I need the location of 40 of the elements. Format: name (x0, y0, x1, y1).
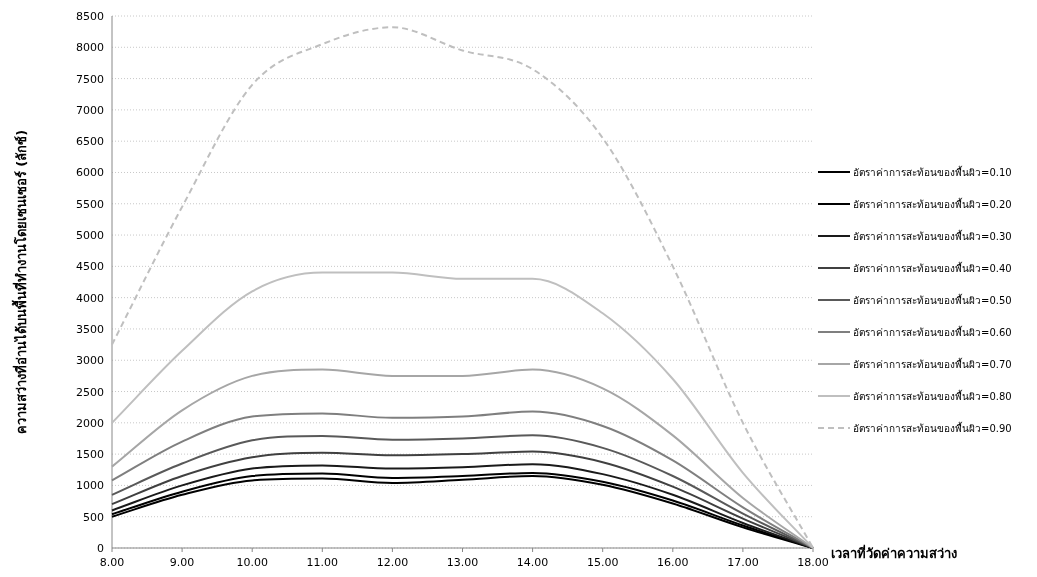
legend-label: อัตราค่าการสะท้อนของพื้นผิว=0.90 (853, 421, 1012, 434)
y-tick-label: 0 (97, 542, 104, 555)
x-tick-label: 13.00 (446, 556, 479, 569)
y-tick-label: 8500 (76, 10, 104, 23)
x-tick-label: 18.00 (797, 556, 829, 569)
y-axis-title: ความสว่างที่อ่านได้บนพื้นที่ทำงานโดยเซนเซอร์ (ลักซ์) (11, 129, 29, 435)
x-tick-label: 15.00 (586, 556, 619, 569)
legend-label: อัตราค่าการสะท้อนของพื้นผิว=0.20 (853, 197, 1012, 210)
legend-label: อัตราค่าการสะท้อนของพื้นผิว=0.40 (853, 261, 1012, 274)
y-tick-label: 500 (83, 510, 104, 524)
y-tick-label: 3500 (76, 322, 104, 336)
x-tick-label: 10.00 (236, 556, 268, 569)
y-tick-label: 4000 (76, 291, 104, 305)
x-axis-title: เวลาที่วัดค่าความสว่าง (831, 544, 957, 561)
x-tick-label: 12.00 (376, 556, 409, 569)
x-tick-label: 8.00 (99, 556, 125, 569)
y-tick-label: 5500 (76, 197, 104, 211)
legend-label: อัตราค่าการสะท้อนของพื้นผิว=0.60 (853, 325, 1012, 338)
legend-label: อัตราค่าการสะท้อนของพื้นผิว=0.30 (853, 229, 1012, 242)
y-tick-label: 3000 (76, 354, 104, 368)
y-tick-label: 1500 (76, 448, 104, 462)
y-tick-label: 6500 (76, 135, 104, 149)
x-tick-label: 17.00 (727, 556, 759, 569)
y-tick-label: 2000 (76, 416, 104, 430)
y-tick-label: 7000 (76, 103, 104, 117)
y-tick-label: 7500 (76, 72, 104, 86)
y-tick-label: 2500 (76, 385, 104, 399)
legend-label: อัตราค่าการสะท้อนของพื้นผิว=0.10 (853, 165, 1012, 178)
x-tick-label: 9.00 (169, 556, 195, 569)
x-tick-label: 16.00 (657, 556, 689, 569)
y-tick-label: 4500 (76, 260, 104, 274)
y-tick-label: 5000 (76, 229, 104, 243)
y-tick-label: 8000 (76, 41, 104, 55)
y-tick-label: 6000 (76, 166, 104, 180)
legend-label: อัตราค่าการสะท้อนของพื้นผิว=0.70 (853, 357, 1012, 370)
legend-label: อัตราค่าการสะท้อนของพื้นผิว=0.80 (853, 389, 1012, 402)
legend-label: อัตราค่าการสะท้อนของพื้นผิว=0.50 (853, 293, 1012, 306)
x-tick-label: 11.00 (306, 556, 339, 569)
x-tick-label: 14.00 (516, 556, 549, 569)
y-tick-label: 1000 (76, 479, 104, 493)
